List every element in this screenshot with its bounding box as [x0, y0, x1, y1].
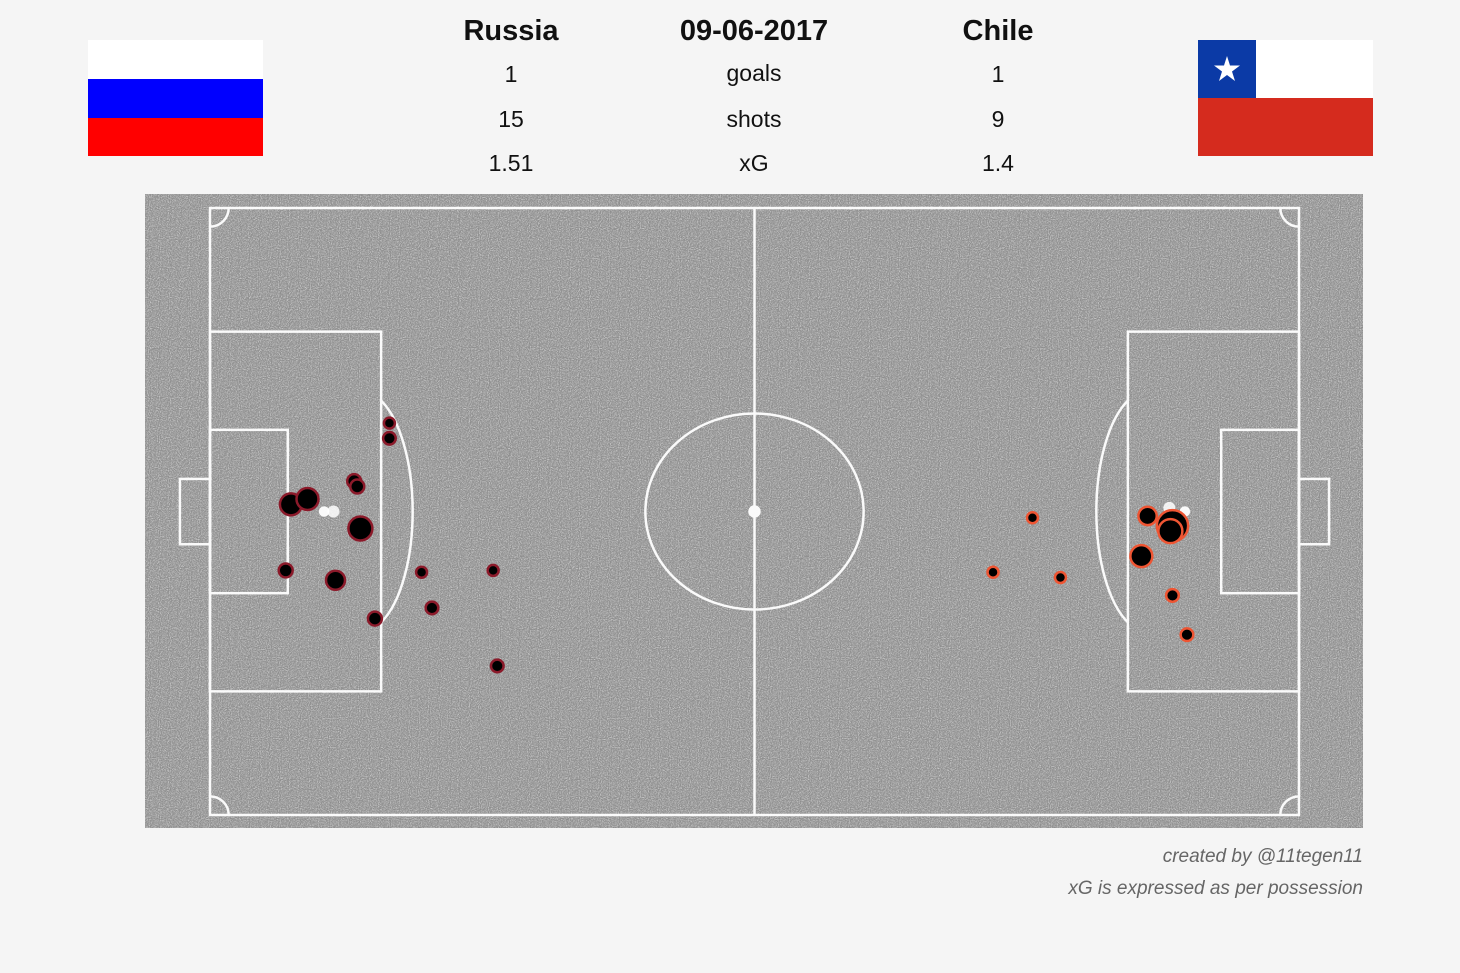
- xg-note: xG is expressed as per possession: [1068, 878, 1363, 899]
- russia-flag-stripe-red: [88, 118, 263, 156]
- star-icon: [1214, 56, 1240, 81]
- shot-point-russia-14: [489, 658, 505, 674]
- shot-point-russia-3: [349, 478, 366, 495]
- credit-text: created by @11tegen11: [1162, 846, 1363, 867]
- right-penalty-arc: [1095, 399, 1129, 624]
- russia-flag: [88, 40, 263, 156]
- away-xg: 1.4: [982, 150, 1014, 176]
- shot-point-chile-8: [1164, 587, 1181, 603]
- home-xg: 1.51: [488, 150, 534, 176]
- shot-point-chile-6: [986, 565, 1000, 579]
- goal-point-russia-6: [327, 505, 340, 518]
- right-goal: [1297, 477, 1331, 546]
- corner-arc-bottom-right: [1279, 795, 1300, 816]
- russia-flag-stripe-blue: [88, 79, 263, 118]
- corner-arc-top-right: [1279, 207, 1300, 228]
- corner-arc-bottom-left: [209, 795, 230, 816]
- away-goals: 1: [991, 61, 1005, 87]
- chile-flag: [1198, 40, 1373, 156]
- shot-point-russia-1: [381, 430, 398, 446]
- home-shots: 15: [498, 106, 524, 132]
- away-team-name: Chile: [962, 15, 1034, 47]
- shot-point-chile-9: [1179, 627, 1195, 643]
- match-date: 09-06-2017: [679, 15, 829, 47]
- shot-point-russia-5: [295, 486, 320, 512]
- away-shots: 9: [991, 106, 1005, 132]
- corner-arc-top-left: [209, 207, 230, 228]
- pitch: [145, 194, 1363, 828]
- shot-map: [145, 194, 1363, 828]
- centre-spot: [748, 505, 761, 518]
- shot-point-russia-0: [382, 416, 397, 430]
- shot-point-russia-8: [277, 562, 294, 579]
- shot-point-russia-9: [324, 569, 347, 591]
- russia-flag-stripe-white: [88, 40, 263, 79]
- shot-point-russia-10: [414, 565, 429, 579]
- centre-circle: [644, 412, 865, 611]
- shots-label: shots: [726, 106, 782, 132]
- shot-point-russia-11: [424, 600, 440, 616]
- shot-point-russia-13: [486, 563, 500, 578]
- shot-point-chile-1: [1137, 505, 1158, 527]
- left-goal: [178, 477, 212, 546]
- home-team-name: Russia: [463, 15, 559, 47]
- xg-label: xG: [739, 150, 769, 176]
- shot-point-chile-7: [1053, 570, 1068, 585]
- shot-point-chile-3: [1157, 517, 1184, 545]
- chile-flag-red: [1198, 98, 1373, 156]
- shot-point-chile-4: [1129, 543, 1154, 569]
- home-goals: 1: [504, 61, 518, 87]
- shot-point-chile-5: [1025, 510, 1040, 525]
- left-penalty-spot: [318, 506, 330, 517]
- goals-label: goals: [726, 60, 782, 86]
- shot-point-russia-7: [347, 515, 374, 542]
- shot-point-russia-12: [366, 610, 384, 627]
- shots-layer: [277, 416, 1195, 674]
